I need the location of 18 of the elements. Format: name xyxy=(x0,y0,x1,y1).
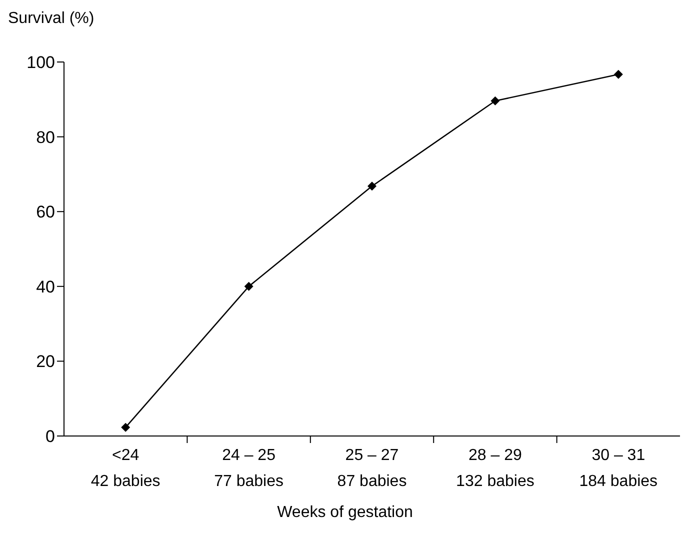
y-tick-label: 20 xyxy=(36,352,55,372)
y-axis-title: Survival (%) xyxy=(8,10,94,28)
point xyxy=(368,182,376,191)
x-tick-label: 28 – 29 132 babies xyxy=(456,447,534,490)
y-tick-label: 60 xyxy=(36,202,55,222)
x-axis-title: Weeks of gestation xyxy=(276,504,414,522)
x-tick-label: 24 – 25 77 babies xyxy=(214,447,284,490)
point xyxy=(121,422,130,432)
x-tick-label: 30 – 31 184 babies xyxy=(579,447,658,490)
y-tick-label: 100 xyxy=(26,53,55,72)
point xyxy=(244,282,254,291)
y-tick-label: 80 xyxy=(36,128,55,147)
point xyxy=(614,70,623,79)
y-tick-label: 40 xyxy=(36,277,55,296)
point xyxy=(490,96,500,106)
x-tick-label: <24 42 babies xyxy=(90,447,160,490)
y-tick-label: 0 xyxy=(46,427,55,446)
x-tick-label: 25 – 27 87 babies xyxy=(337,447,407,490)
